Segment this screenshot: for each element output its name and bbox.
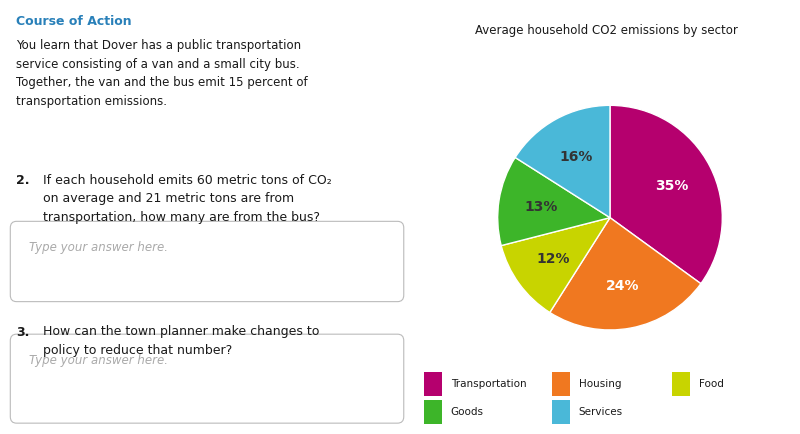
FancyBboxPatch shape bbox=[424, 372, 442, 396]
Text: Course of Action: Course of Action bbox=[17, 15, 132, 28]
Text: Transportation: Transportation bbox=[451, 379, 526, 389]
Text: If each household emits 60 metric tons of CO₂
on average and 21 metric tons are : If each household emits 60 metric tons o… bbox=[43, 174, 332, 224]
Text: Goods: Goods bbox=[451, 407, 484, 418]
Text: Food: Food bbox=[699, 379, 724, 389]
Text: How can the town planner make changes to
policy to reduce that number?: How can the town planner make changes to… bbox=[43, 326, 320, 357]
Text: You learn that Dover has a public transportation
service consisting of a van and: You learn that Dover has a public transp… bbox=[17, 39, 308, 108]
Text: 3.: 3. bbox=[17, 326, 30, 339]
Text: Dover, MA: Dover, MA bbox=[431, 12, 518, 26]
FancyBboxPatch shape bbox=[10, 334, 404, 423]
FancyBboxPatch shape bbox=[552, 372, 570, 396]
Text: 2.: 2. bbox=[17, 174, 30, 187]
Text: 12%: 12% bbox=[537, 252, 570, 266]
FancyBboxPatch shape bbox=[424, 400, 442, 424]
Wedge shape bbox=[502, 217, 610, 312]
Wedge shape bbox=[610, 105, 722, 284]
FancyBboxPatch shape bbox=[552, 400, 570, 424]
Text: 13%: 13% bbox=[525, 200, 558, 214]
Text: Services: Services bbox=[579, 407, 623, 418]
Text: Average household CO2 emissions by sector: Average household CO2 emissions by secto… bbox=[474, 24, 738, 37]
Text: 16%: 16% bbox=[560, 150, 593, 164]
Wedge shape bbox=[498, 158, 610, 246]
Text: 24%: 24% bbox=[606, 279, 640, 293]
Wedge shape bbox=[550, 217, 701, 330]
Text: Type your answer here.: Type your answer here. bbox=[29, 354, 168, 367]
Wedge shape bbox=[515, 105, 610, 217]
Text: Type your answer here.: Type your answer here. bbox=[29, 241, 168, 254]
FancyBboxPatch shape bbox=[672, 372, 690, 396]
FancyBboxPatch shape bbox=[10, 221, 404, 302]
Text: 35%: 35% bbox=[655, 179, 689, 193]
Text: Housing: Housing bbox=[579, 379, 622, 389]
